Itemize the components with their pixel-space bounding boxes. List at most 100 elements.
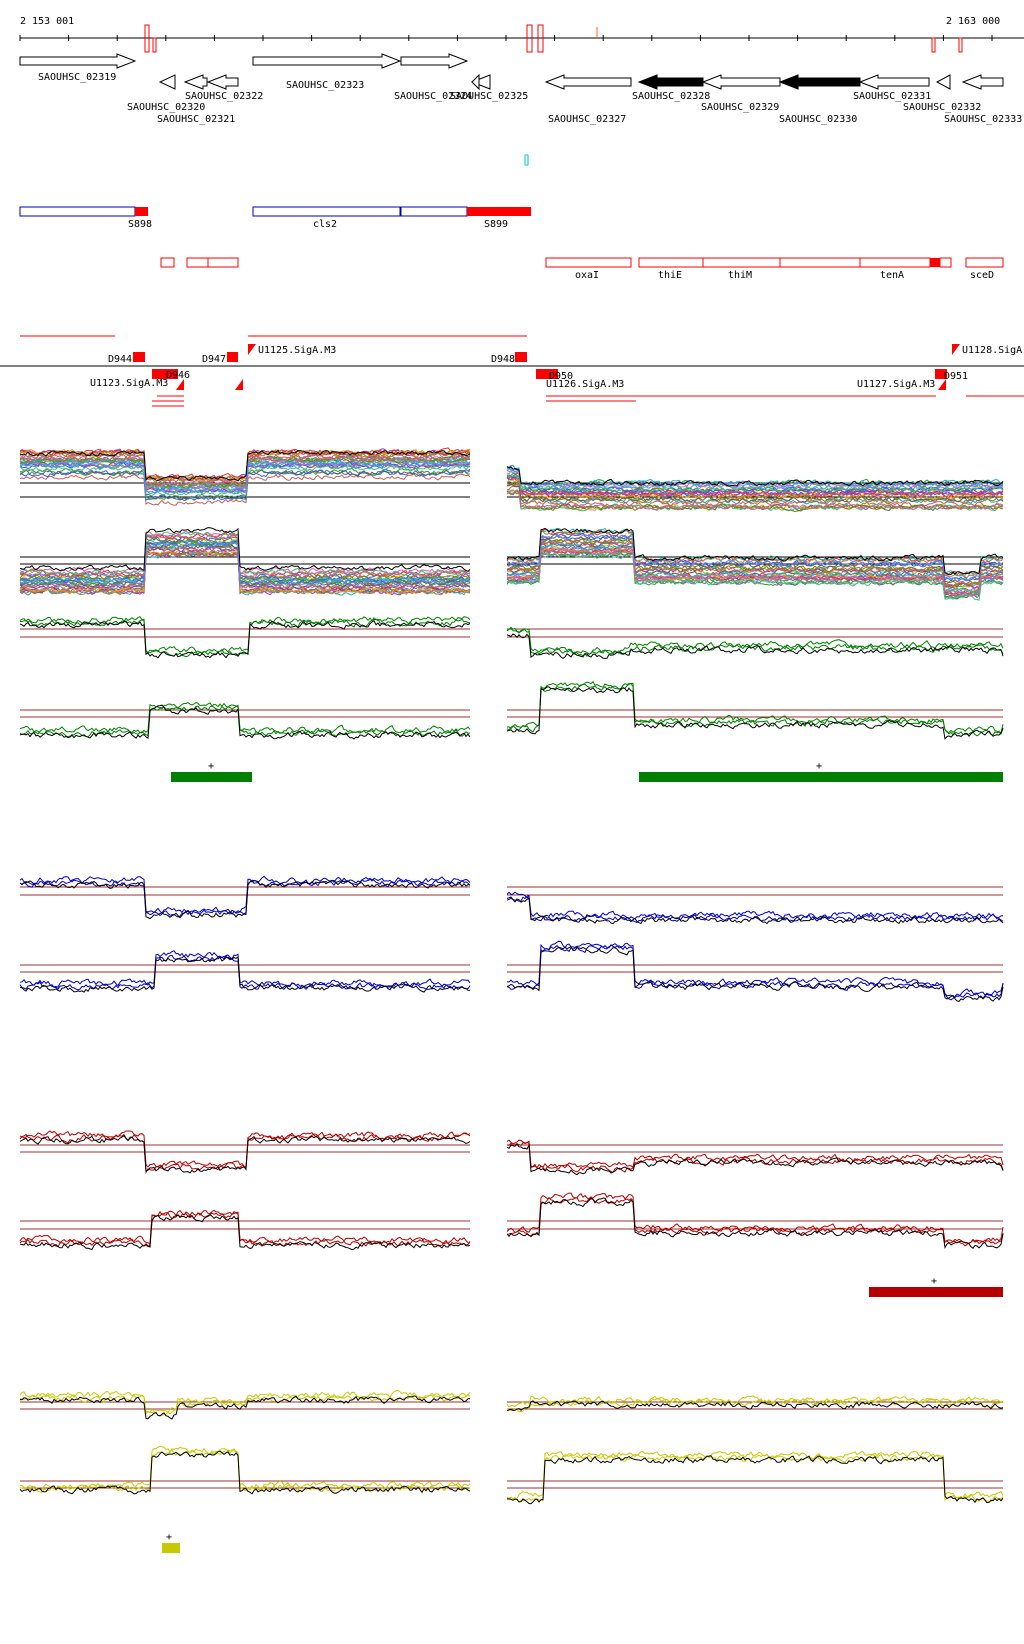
red-bottom-left-series-line xyxy=(19,1209,471,1245)
all-conditions-bottom-left-series-line xyxy=(19,551,471,596)
gene-arrow xyxy=(778,74,861,90)
gene-arrow xyxy=(701,74,781,90)
feature-label: S899 xyxy=(484,219,508,230)
yellow-bottom-right-series-line xyxy=(506,1455,1004,1505)
yellow-bottom-right-series-line xyxy=(506,1453,1004,1503)
red-bottom-left-series-line xyxy=(19,1212,471,1248)
blue-bottom-left-series-line xyxy=(19,956,471,993)
all-conditions-bottom-left-series-line xyxy=(19,542,471,586)
d-marker[interactable] xyxy=(536,369,558,379)
gene-label[interactable]: SAOUHSC_02330 xyxy=(779,114,857,125)
feature-box[interactable] xyxy=(400,206,468,217)
operon-track[interactable]: oxaI thiE thiM tenA sceD xyxy=(160,257,1004,281)
gene-arrow xyxy=(206,74,239,90)
gene-label[interactable]: SAOUHSC_02333 xyxy=(944,114,1022,125)
operon-box[interactable] xyxy=(939,257,952,268)
d-marker[interactable] xyxy=(227,352,238,362)
red-condition-mark: + xyxy=(931,1276,937,1287)
d-label: D944 xyxy=(108,354,132,365)
gene-arrow xyxy=(935,74,951,90)
u-label: U1127.SigA.M3 xyxy=(857,379,935,390)
red-bottom-right-series-line xyxy=(506,1196,1004,1247)
ruler-feature xyxy=(144,24,150,53)
operon-box[interactable] xyxy=(638,257,704,268)
green-top-right-series-line xyxy=(506,633,1004,660)
gene-arrow xyxy=(858,74,930,90)
d-marker[interactable] xyxy=(515,352,527,362)
blue-top-right-series-line xyxy=(506,896,1004,925)
promoter-flag[interactable] xyxy=(952,344,960,355)
gene-label[interactable]: SAOUHSC_02329 xyxy=(701,102,779,113)
all-conditions-top-left-series-line xyxy=(19,454,471,487)
d-marker[interactable] xyxy=(935,369,947,379)
all-conditions-bottom-right-series-line xyxy=(506,551,1004,600)
gene-label[interactable]: SAOUHSC_02327 xyxy=(548,114,626,125)
feature-box[interactable] xyxy=(252,206,401,217)
operon-box[interactable] xyxy=(859,257,931,268)
gene-label[interactable]: SAOUHSC_02321 xyxy=(157,114,235,125)
genome-ruler xyxy=(19,24,1024,53)
promoter-flag[interactable] xyxy=(248,344,256,355)
feature-box[interactable] xyxy=(467,207,531,216)
green-top-right-series-line xyxy=(506,627,1004,657)
red-bottom-right-series-line xyxy=(506,1197,1004,1250)
operon-box[interactable] xyxy=(186,257,209,268)
u-label: U1125.SigA.M3 xyxy=(258,345,336,356)
operon-box[interactable] xyxy=(779,257,861,268)
all-conditions-bottom-left-series-line xyxy=(19,531,471,576)
yellow-top-right-series-line xyxy=(506,1400,1004,1412)
gene-label[interactable]: SAOUHSC_02323 xyxy=(286,80,364,91)
all-conditions-top-right-series-line xyxy=(506,475,1004,499)
blue-top-right-series-line xyxy=(506,891,1004,921)
u-label: U1126.SigA.M3 xyxy=(546,379,624,390)
gene-label[interactable]: SAOUHSC_02324 xyxy=(394,91,472,102)
all-conditions-bottom-right-series-line xyxy=(506,543,1004,593)
blue-bottom-left-series-line xyxy=(19,954,471,991)
all-conditions-bottom-left-series-line xyxy=(19,530,471,575)
ruler-feature xyxy=(152,37,157,53)
operon-box[interactable] xyxy=(207,257,239,268)
gene-label[interactable]: SAOUHSC_02328 xyxy=(632,91,710,102)
operon-box[interactable] xyxy=(545,257,632,268)
promoter-flag[interactable] xyxy=(176,379,184,390)
d-label: D946 xyxy=(166,370,190,381)
s-feature-track[interactable]: S898 cls2 S899 xyxy=(19,206,531,230)
gene-label[interactable]: SAOUHSC_02332 xyxy=(903,102,981,113)
all-conditions-bottom-left-series-line xyxy=(19,542,470,588)
all-conditions-top-left-series-line xyxy=(19,456,471,489)
feature-box[interactable] xyxy=(135,207,148,216)
u-label: U1123.SigA.M3 xyxy=(90,378,168,389)
gene-label[interactable]: SAOUHSC_02319 xyxy=(38,72,116,83)
d-marker[interactable] xyxy=(152,369,178,379)
green-condition-bar xyxy=(171,772,252,782)
all-conditions-top-right-series-line xyxy=(506,466,1004,487)
d-label: D951 xyxy=(944,371,968,382)
transcription-unit-track[interactable]: D944 D947 D948 D951 U1125.SigA.M3 U1128.… xyxy=(0,335,1024,407)
operon-box[interactable] xyxy=(702,257,781,268)
promoter-flag[interactable] xyxy=(235,379,243,390)
all-conditions-top-left-series-line xyxy=(19,469,471,502)
operon-box[interactable] xyxy=(965,257,1004,268)
operon-box[interactable] xyxy=(160,257,175,268)
gene-track[interactable] xyxy=(19,53,1004,91)
green-bottom-right-series-line xyxy=(506,680,1004,734)
operon-label: thiE xyxy=(658,270,682,281)
green-bottom-left-series-line xyxy=(19,704,471,738)
all-conditions-bottom-left-series-line xyxy=(19,527,471,572)
feature-box[interactable] xyxy=(19,206,136,217)
all-conditions-top-right-series-line xyxy=(506,483,1004,504)
operon-box[interactable] xyxy=(930,258,940,267)
gene-label[interactable]: SAOUHSC_02325 xyxy=(450,91,528,102)
gene-label[interactable]: SAOUHSC_02322 xyxy=(185,91,263,102)
gene-label[interactable]: SAOUHSC_02331 xyxy=(853,91,931,102)
red-top-right-series-line xyxy=(506,1143,1004,1176)
all-conditions-bottom-right-series-line xyxy=(506,550,1003,600)
d-label: D947 xyxy=(202,354,226,365)
operon-label: thiM xyxy=(728,270,752,281)
all-conditions-top-right-series-line xyxy=(506,475,1004,494)
ruler-feature xyxy=(958,37,963,53)
d-marker[interactable] xyxy=(133,352,145,362)
gene-arrow xyxy=(400,53,469,69)
promoter-flag[interactable] xyxy=(938,379,946,390)
gene-label[interactable]: SAOUHSC_02320 xyxy=(127,102,205,113)
